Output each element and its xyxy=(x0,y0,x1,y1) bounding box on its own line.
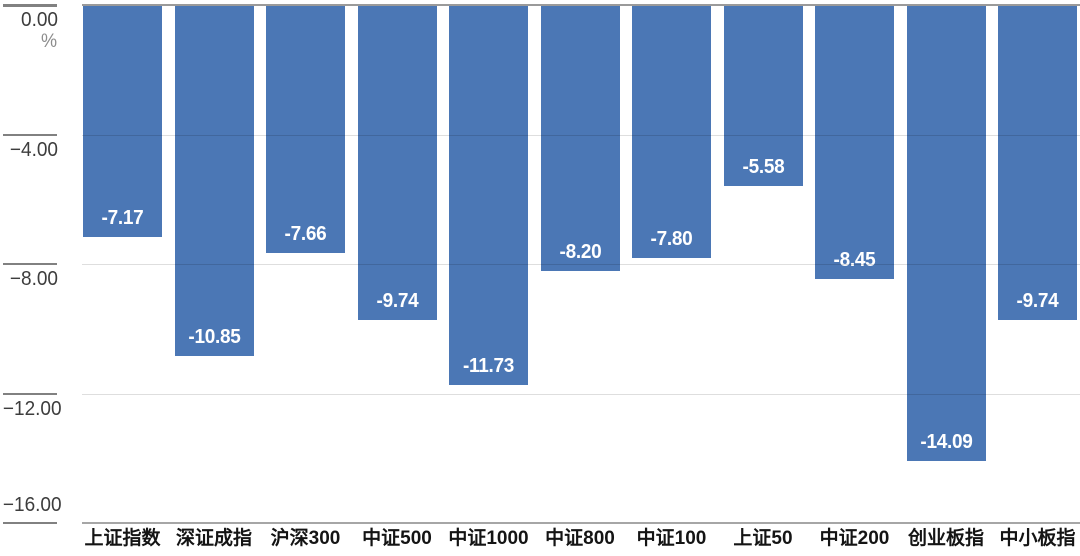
x-category-label: 深证成指 xyxy=(175,528,252,549)
bar-value-label: -10.85 xyxy=(187,326,241,349)
gridline xyxy=(82,264,1080,265)
x-category-label-slot: 中证100 xyxy=(632,527,711,551)
x-category-label-slot: 沪深300 xyxy=(266,527,345,551)
bar: -8.20 xyxy=(540,5,620,271)
x-category-label-slot: 中证500 xyxy=(358,527,437,551)
x-category-label: 上证指数 xyxy=(84,528,161,549)
bar: -9.74 xyxy=(998,5,1077,321)
bar: -7.66 xyxy=(266,5,345,253)
x-category-label-slot: 中证200 xyxy=(815,527,894,551)
bar-value-label: -7.66 xyxy=(284,223,327,245)
x-category-label: 中证100 xyxy=(636,528,707,549)
bar-value-label: -8.45 xyxy=(833,248,876,271)
bar: -7.80 xyxy=(632,5,711,258)
x-category-label: 中证200 xyxy=(819,528,890,549)
bar-value-label: -9.74 xyxy=(1016,290,1059,313)
bar-value-label: -14.09 xyxy=(919,431,973,454)
y-axis-unit-label: % xyxy=(40,31,57,52)
bar: -9.74 xyxy=(357,5,437,321)
x-category-label: 中小板指 xyxy=(999,528,1076,549)
bar-value-label: -9.74 xyxy=(376,290,418,313)
y-tick-label: −8.00 xyxy=(9,268,58,290)
y-tick-label: −16.00 xyxy=(2,494,62,516)
x-category-label-slot: 上证指数 xyxy=(83,527,162,551)
x-category-label: 创业板指 xyxy=(907,528,984,549)
gridline xyxy=(82,393,1080,395)
y-tick-stub xyxy=(3,133,57,136)
bar: -5.58 xyxy=(723,5,803,186)
gridline xyxy=(82,134,1080,136)
x-category-label: 上证50 xyxy=(733,528,793,549)
y-tick-stub xyxy=(3,4,57,7)
y-tick-label: −12.00 xyxy=(2,397,62,420)
bar: -11.73 xyxy=(449,5,528,385)
zero-axis-line xyxy=(82,4,1080,6)
x-axis-category-labels: 上证指数 深证成指 沪深300 中证500 中证1000 中证800 中证100 上证50 中证… xyxy=(83,527,1077,551)
bar: -10.85 xyxy=(174,5,254,357)
x-category-label-slot: 中证1000 xyxy=(448,527,529,551)
bar: -14.09 xyxy=(906,5,986,462)
x-category-label-slot: 上证50 xyxy=(724,527,803,551)
bar-value-label: -5.58 xyxy=(742,155,784,178)
bar-value-label: -11.73 xyxy=(462,354,515,377)
x-axis-baseline xyxy=(82,522,1080,524)
y-tick-stub xyxy=(3,392,57,395)
y-tick-label: −4.00 xyxy=(9,138,58,161)
x-category-label: 沪深300 xyxy=(270,528,341,549)
y-tick-stub xyxy=(3,263,57,265)
x-category-label: 中证1000 xyxy=(448,528,529,549)
x-category-label-slot: 深证成指 xyxy=(175,527,254,551)
bar-value-label: -7.80 xyxy=(650,227,693,250)
bar-value-label: -7.17 xyxy=(101,207,144,230)
bar: -7.17 xyxy=(83,5,162,238)
bar: -8.45 xyxy=(815,5,894,279)
bar-value-label: -8.20 xyxy=(559,240,601,263)
x-category-label: 中证500 xyxy=(362,528,432,549)
x-category-label-slot: 中小板指 xyxy=(998,527,1077,551)
bars-container: -7.17 -10.85 -7.66 -9.74 -11.73 -8.20 -7.80 -5.… xyxy=(83,5,1077,523)
x-category-label-slot: 创业板指 xyxy=(907,527,986,551)
y-tick-label: 0.00 xyxy=(21,9,58,31)
y-tick-stub xyxy=(3,522,57,524)
x-category-label-slot: 中证800 xyxy=(541,527,620,551)
x-category-label: 中证800 xyxy=(545,528,615,549)
